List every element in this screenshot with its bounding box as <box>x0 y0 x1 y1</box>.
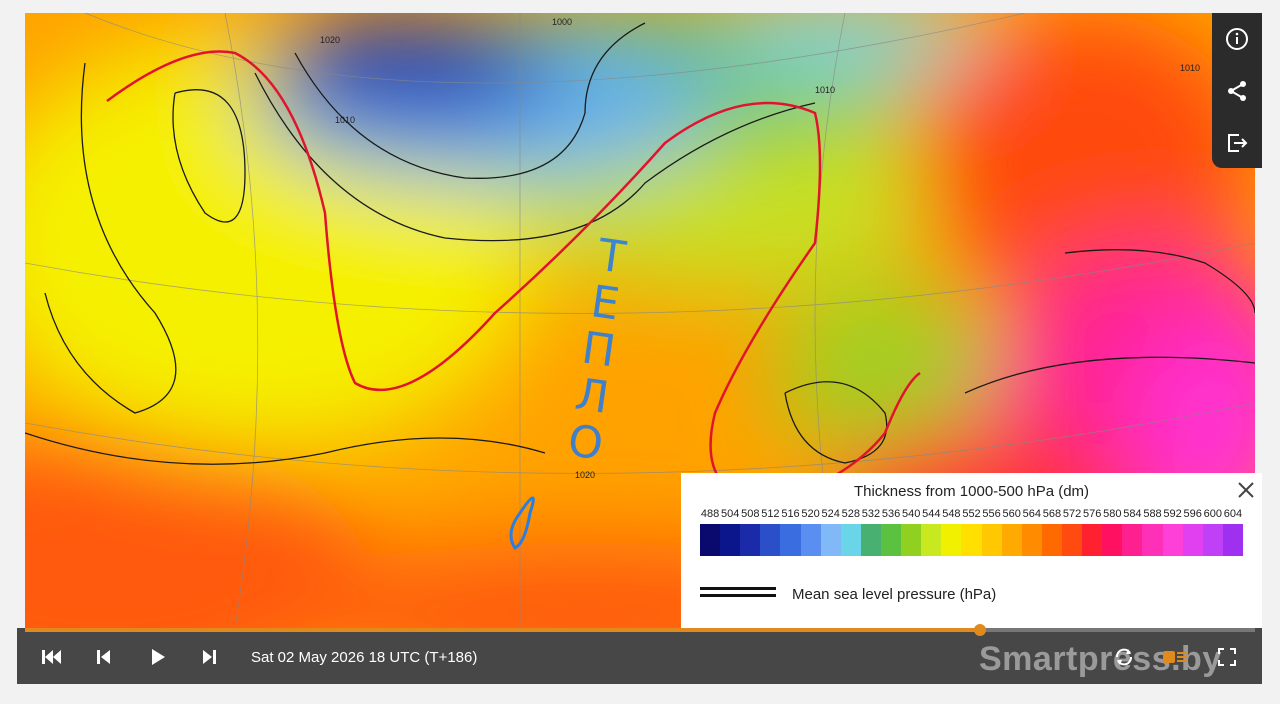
play-button[interactable] <box>149 648 167 666</box>
watermark: Smartpress.by <box>979 640 1222 678</box>
color-swatch <box>1202 524 1223 556</box>
scale-label: 604 <box>1223 508 1243 520</box>
color-swatch <box>720 524 741 556</box>
color-swatch <box>921 524 942 556</box>
color-swatch <box>1222 524 1243 556</box>
color-swatch <box>961 524 982 556</box>
color-swatch <box>1122 524 1143 556</box>
contour-label: 1010 <box>335 115 355 125</box>
export-button[interactable] <box>1225 131 1249 155</box>
color-swatch <box>780 524 801 556</box>
color-swatch <box>840 524 861 556</box>
previous-frame-button[interactable] <box>95 648 113 666</box>
scale-label: 560 <box>1002 508 1021 520</box>
color-swatch <box>1061 524 1083 556</box>
scale-label: 556 <box>982 508 1001 520</box>
color-swatch <box>760 524 781 556</box>
scale-label: 512 <box>761 508 780 520</box>
color-swatch <box>1162 524 1183 556</box>
scale-label: 504 <box>720 508 740 520</box>
scale-labels: 488 504 508 512 516 520 524 528 532 536 540 544 548 5… <box>681 508 1262 522</box>
share-button[interactable] <box>1225 79 1249 103</box>
scale-label: 508 <box>741 508 760 520</box>
forecast-timestamp: Sat 02 May 2026 18 UTC (T+186) <box>251 649 478 666</box>
loop-button[interactable] <box>1113 646 1135 668</box>
color-swatch <box>740 524 761 556</box>
scale-label: 572 <box>1062 508 1082 520</box>
scale-label: 596 <box>1183 508 1202 520</box>
color-swatch <box>820 524 841 556</box>
color-swatch <box>880 524 902 556</box>
scale-label: 548 <box>942 508 961 520</box>
scale-label: 520 <box>801 508 820 520</box>
color-scale <box>700 524 1243 556</box>
color-swatch <box>981 524 1002 556</box>
first-frame-button[interactable] <box>41 648 63 666</box>
scale-label: 584 <box>1123 508 1142 520</box>
timeline-knob[interactable] <box>974 624 986 636</box>
map-toolbar <box>1212 13 1262 168</box>
timeline-progress <box>25 628 980 632</box>
next-frame-button[interactable] <box>200 648 218 666</box>
scale-label: 540 <box>901 508 921 520</box>
color-swatch <box>1102 524 1123 556</box>
scale-label: 600 <box>1203 508 1223 520</box>
color-swatch <box>1001 524 1022 556</box>
fullscreen-button[interactable] <box>1218 648 1236 666</box>
scale-label: 516 <box>781 508 800 520</box>
scale-label: 568 <box>1042 508 1062 520</box>
legend-panel: Thickness from 1000-500 hPa (dm) 488 504 5… <box>681 473 1262 628</box>
scale-label: 488 <box>700 508 720 520</box>
scale-label: 524 <box>821 508 840 520</box>
contour-label: 1000 <box>552 17 572 27</box>
color-swatch <box>1041 524 1062 556</box>
scale-label: 544 <box>922 508 941 520</box>
scale-label: 564 <box>1022 508 1042 520</box>
color-swatch <box>1021 524 1042 556</box>
pressure-line-sample <box>700 587 776 597</box>
pressure-legend-label: Mean sea level pressure (hPa) <box>792 586 997 603</box>
color-swatch <box>700 524 721 556</box>
speed-button[interactable] <box>1163 650 1189 664</box>
close-legend-button[interactable] <box>1237 481 1255 499</box>
info-button[interactable] <box>1225 27 1249 51</box>
color-swatch <box>1142 524 1163 556</box>
scale-label: 588 <box>1143 508 1162 520</box>
scale-label: 528 <box>841 508 861 520</box>
scale-label: 580 <box>1103 508 1122 520</box>
player-bar: Sat 02 May 2026 18 UTC (T+186) Smartpres… <box>17 624 1262 684</box>
color-swatch <box>1182 524 1203 556</box>
scale-label: 576 <box>1082 508 1102 520</box>
contour-label: 1020 <box>320 35 340 45</box>
legend-title: Thickness from 1000-500 hPa (dm) <box>853 483 1090 500</box>
color-swatch <box>800 524 821 556</box>
scale-label: 536 <box>881 508 901 520</box>
scale-label: 552 <box>962 508 981 520</box>
scale-label: 592 <box>1163 508 1182 520</box>
color-swatch <box>941 524 962 556</box>
scale-label: 532 <box>861 508 881 520</box>
color-swatch <box>1082 524 1103 556</box>
contour-label: 1020 <box>575 470 595 480</box>
color-swatch <box>901 524 922 556</box>
contour-label: 1010 <box>1180 63 1200 73</box>
color-swatch <box>860 524 881 556</box>
contour-label: 1010 <box>815 85 835 95</box>
